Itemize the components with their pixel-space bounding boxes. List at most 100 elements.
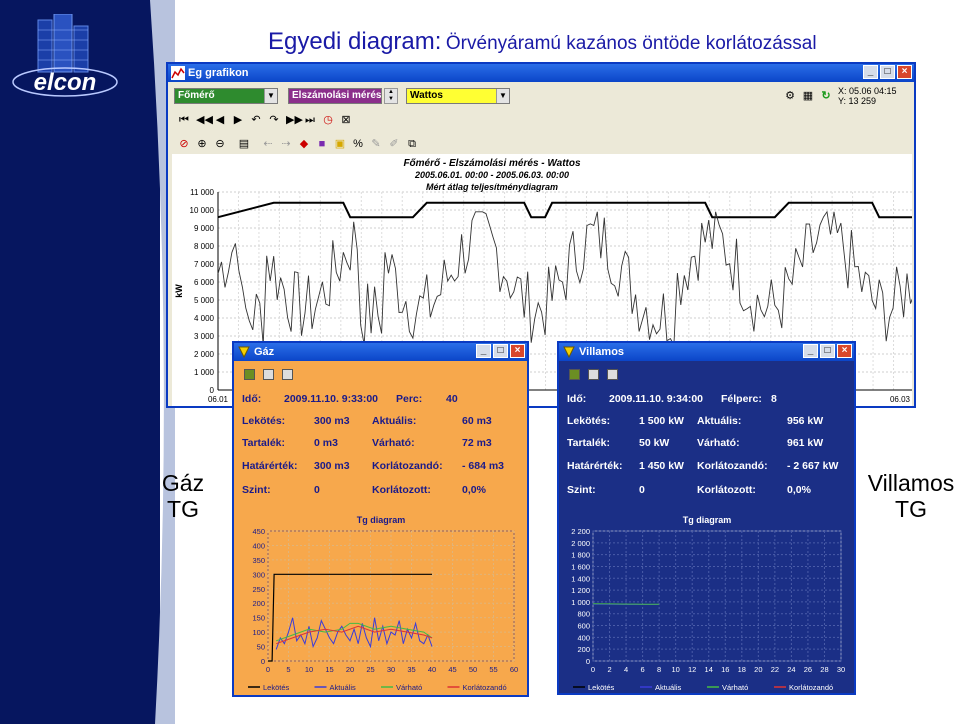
main-window-title: Eg grafikon xyxy=(188,67,249,79)
minimize-button[interactable]: _ xyxy=(803,344,818,358)
grid-icon[interactable] xyxy=(607,369,618,380)
info-value: 0 xyxy=(314,484,320,496)
zoom-in-icon[interactable]: ⊕ xyxy=(197,138,207,150)
tg-x-tick-label: 4 xyxy=(624,665,628,674)
calendar-icon[interactable] xyxy=(263,369,274,380)
slide-side-band xyxy=(0,0,160,724)
coord-x-readout: X: 05.06 04:15 xyxy=(838,86,897,96)
tg-x-tick-label: 10 xyxy=(305,665,313,674)
info-label: Határérték: xyxy=(242,460,298,472)
undo-icon[interactable]: ⇠ xyxy=(263,138,273,150)
filter-icon[interactable]: ⚙ xyxy=(785,90,795,102)
chevron-down-icon[interactable]: ▼ xyxy=(264,89,277,103)
slide-title-main: Egyedi diagram: xyxy=(268,28,442,55)
gas-window-titlebar[interactable]: Gáz _ □ × xyxy=(234,343,527,361)
info-label: Lekötés: xyxy=(567,415,611,427)
tg-y-tick-label: 1 000 xyxy=(571,598,590,607)
minimize-button[interactable]: _ xyxy=(863,65,878,79)
tg-x-tick-label: 10 xyxy=(671,665,679,674)
calendar-icon[interactable] xyxy=(588,369,599,380)
elcon-logo: elcon xyxy=(12,14,118,97)
exit-icon[interactable] xyxy=(244,369,255,380)
maximize-button[interactable]: □ xyxy=(880,65,895,79)
maximize-button[interactable]: □ xyxy=(820,344,835,358)
print-icon[interactable]: ▤ xyxy=(238,138,250,150)
exit-icon[interactable] xyxy=(569,369,580,380)
tg-x-tick-label: 15 xyxy=(325,665,333,674)
tg-x-tick-label: 40 xyxy=(428,665,436,674)
color-icon[interactable]: ■ xyxy=(318,138,326,150)
elec-window-titlebar[interactable]: Villamos _ □ × xyxy=(559,343,854,361)
tg-y-tick-label: 1 400 xyxy=(571,574,590,583)
grid-icon[interactable] xyxy=(282,369,293,380)
tg-x-tick-label: 12 xyxy=(688,665,696,674)
clear-x-icon[interactable]: ⊠ xyxy=(341,114,351,126)
zoom-out-icon[interactable]: ⊖ xyxy=(215,138,225,150)
step-back-icon[interactable]: ↶ xyxy=(251,114,261,126)
last-page-icon[interactable]: ⏭ xyxy=(305,114,315,126)
info-label: Korlátozandó: xyxy=(697,460,768,472)
app-icon xyxy=(563,346,575,359)
meter-combo[interactable]: Főmérő ▼ xyxy=(174,88,278,104)
main-window-titlebar[interactable]: Eg grafikon _ □ × xyxy=(168,64,914,82)
close-button[interactable]: × xyxy=(510,344,525,358)
table-icon[interactable]: ▦ xyxy=(802,90,814,102)
edit-icon[interactable]: ✐ xyxy=(389,138,399,150)
type-combo[interactable]: Elszámolási mérés xyxy=(288,88,382,104)
step-forward-icon[interactable]: ↷ xyxy=(269,114,279,126)
tg-x-tick-label: 5 xyxy=(286,665,290,674)
tg-x-tick-label: 6 xyxy=(641,665,645,674)
chart-toolbar: ⊘ ⊕ ⊖ ▤ ⇠ ⇢ ◆ ■ ▣ % ✎ ✐ ⧉ xyxy=(178,132,424,156)
info-value: 961 kW xyxy=(787,437,824,449)
clock-icon[interactable]: ◷ xyxy=(323,114,333,126)
first-page-icon[interactable]: ⏮ xyxy=(179,114,189,126)
percent-icon[interactable]: % xyxy=(353,138,363,150)
y-tick-label: 10 000 xyxy=(190,206,215,215)
info-label: Félperc: xyxy=(721,393,762,405)
tg-series-line xyxy=(275,617,433,650)
tg-legend-label: Várható xyxy=(396,683,422,692)
info-label: Idő: xyxy=(567,393,587,405)
elec-window-title: Villamos xyxy=(579,346,625,358)
unit-combo[interactable]: Wattos ▼ xyxy=(406,88,510,104)
close-button[interactable]: × xyxy=(837,344,852,358)
gas-label-line2: TG xyxy=(167,496,199,522)
tg-y-tick-label: 800 xyxy=(577,610,590,619)
refresh-icon[interactable]: ↻ xyxy=(821,90,831,102)
info-label: Idő: xyxy=(242,393,262,405)
info-value: 956 kW xyxy=(787,415,824,427)
prev-page-icon[interactable]: ◀◀ xyxy=(196,114,213,126)
type-spinner[interactable]: ▲ ▼ xyxy=(384,88,398,104)
chevron-down-icon[interactable]: ▼ xyxy=(496,89,509,103)
next-page-icon[interactable]: ▶▶ xyxy=(286,114,303,126)
tg-legend-label: Aktuális xyxy=(655,683,682,692)
minimize-button[interactable]: _ xyxy=(476,344,491,358)
pen-icon[interactable]: ✎ xyxy=(371,138,381,150)
tg-y-tick-label: 150 xyxy=(252,614,265,623)
marker-icon[interactable]: ◆ xyxy=(299,138,309,150)
tg-x-tick-label: 30 xyxy=(387,665,395,674)
info-label: Szint: xyxy=(567,484,596,496)
redo-icon[interactable]: ⇢ xyxy=(281,138,291,150)
tg-y-tick-label: 2 200 xyxy=(571,527,590,536)
info-label: Tartalék: xyxy=(242,437,285,449)
info-label: Korlátozott: xyxy=(697,484,756,496)
no-zoom-icon[interactable]: ⊘ xyxy=(179,138,189,150)
tg-legend-label: Lekötés xyxy=(588,683,615,692)
next-icon[interactable]: ▶ xyxy=(233,114,243,126)
tg-x-tick-label: 24 xyxy=(787,665,795,674)
tg-x-tick-label: 20 xyxy=(754,665,762,674)
maximize-button[interactable]: □ xyxy=(493,344,508,358)
tg-y-tick-label: 200 xyxy=(252,599,265,608)
y-tick-label: 1 000 xyxy=(194,368,215,377)
y-tick-label: 8 000 xyxy=(194,242,215,251)
elec-label-line2: TG xyxy=(895,496,927,522)
prev-icon[interactable]: ◀ xyxy=(215,114,225,126)
slide-title: Egyedi diagram: Örvényáramú kazános öntö… xyxy=(268,28,817,56)
close-button[interactable]: × xyxy=(897,65,912,79)
copy-icon[interactable]: ⧉ xyxy=(408,138,416,150)
elec-tg-label: Villamos TG xyxy=(862,470,960,522)
tg-y-tick-label: 1 800 xyxy=(571,551,590,560)
tg-x-tick-label: 50 xyxy=(469,665,477,674)
fill-icon[interactable]: ▣ xyxy=(334,138,346,150)
